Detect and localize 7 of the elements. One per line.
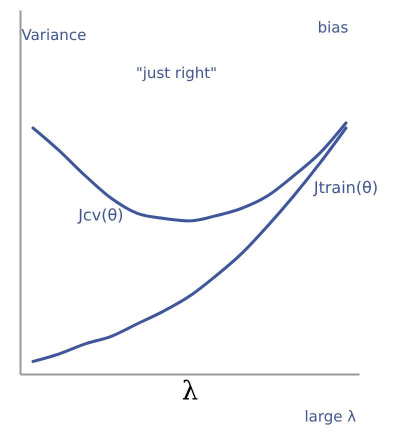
- text: "just right": [136, 64, 218, 82]
- text: large λ: [304, 408, 356, 426]
- series-label: Jtrain(θ): [312, 178, 378, 197]
- series-label: Jcv(θ): [77, 206, 124, 225]
- x-axis-title: λ: [182, 376, 198, 406]
- text: bias: [318, 18, 348, 37]
- text: Variance: [21, 26, 86, 44]
